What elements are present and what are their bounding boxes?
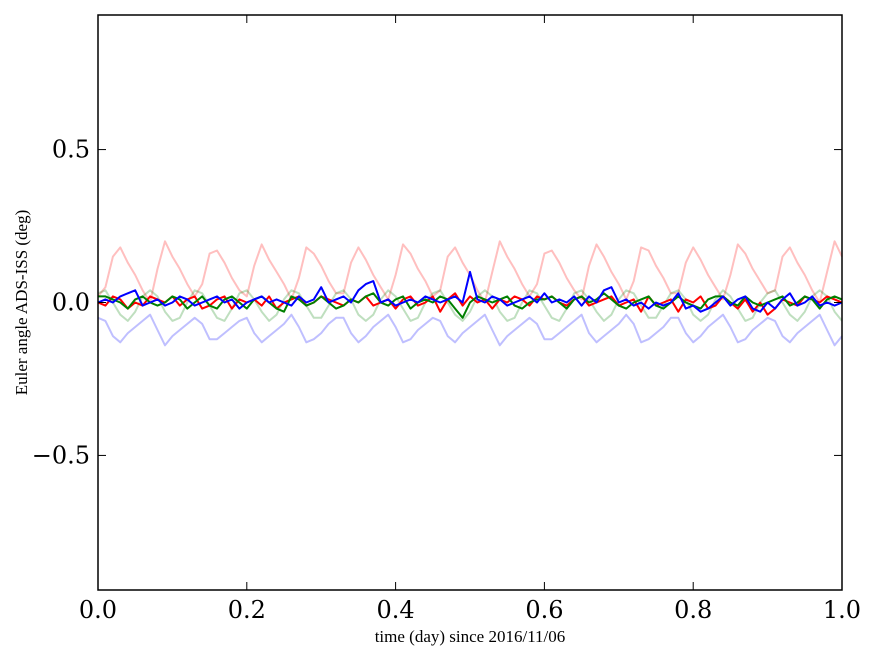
x-tick-label: 0.8 [674,596,712,624]
series-line-5 [97,270,843,313]
y-tick-label: 0.0 [52,289,90,317]
series-line-2 [97,313,843,347]
series-line-4 [98,292,843,319]
x-tick-label: 1.0 [823,596,861,624]
series-line-3 [97,292,843,316]
x-tick-label: 0.6 [525,596,563,624]
y-tick-label: 0.5 [52,136,90,164]
y-axis-label: Euler angle ADS-ISS (deg) [12,210,31,396]
x-tick-label: 0.4 [377,596,415,624]
x-tick-label: 0.2 [228,596,266,624]
y-tick-label: −0.5 [32,441,90,469]
ticks-layer: 0.0 0.2 0.4 0.6 0.8 1.0 −0.5 0.0 0.5 [32,15,861,624]
x-axis-label: time (day) since 2016/11/06 [375,627,566,646]
series-layer [97,240,843,347]
x-tick-label: 0.0 [79,596,117,624]
